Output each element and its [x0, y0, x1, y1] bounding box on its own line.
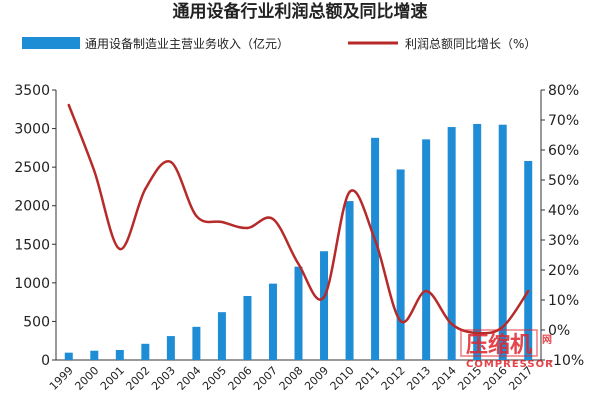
x-tick-label-2009: 2009 — [302, 364, 331, 393]
bar-2008 — [294, 266, 303, 360]
line-point-2003 — [169, 160, 173, 164]
legend-label-revenue: 通用设备制造业主营业务收入（亿元） — [85, 36, 289, 51]
line-point-2016 — [501, 325, 504, 329]
right-tick-label: 70% — [548, 113, 579, 129]
left-tick-label: 1500 — [14, 237, 50, 253]
bar-2005 — [217, 312, 226, 360]
left-tick-label: 0 — [41, 353, 50, 369]
x-tick-label-2004: 2004 — [175, 364, 204, 393]
bar-2003 — [166, 336, 175, 360]
x-tick-label-2012: 2012 — [379, 364, 408, 393]
bars — [64, 123, 533, 361]
x-tick-label-2003: 2003 — [149, 364, 178, 393]
line-point-2005 — [220, 220, 224, 224]
x-tick-label-2007: 2007 — [251, 364, 280, 393]
x-tick-label-2005: 2005 — [200, 364, 229, 393]
x-tick-label-2010: 2010 — [328, 364, 357, 393]
x-tick-label-2011: 2011 — [353, 364, 382, 393]
bar-2010 — [345, 201, 354, 360]
bar-2001 — [115, 349, 124, 360]
bar-2000 — [90, 350, 99, 360]
bar-2002 — [141, 343, 150, 360]
bar-2004 — [192, 326, 201, 360]
line-point-1999 — [67, 103, 70, 107]
left-axis-ticks: 0 500 1000 1500 2000 2500 3000 3500 — [14, 83, 56, 369]
left-tick-label: 3500 — [14, 83, 50, 99]
line-point-2015 — [475, 331, 479, 335]
line-point-2004 — [195, 214, 198, 218]
bar-2016 — [498, 124, 507, 361]
bar-2012 — [396, 169, 405, 360]
right-tick-label: 30% — [548, 233, 579, 249]
left-tick-label: 2500 — [14, 160, 50, 176]
right-tick-label: 40% — [548, 203, 579, 219]
x-tick-label-2013: 2013 — [404, 364, 433, 393]
x-tick-label-2000: 2000 — [72, 364, 101, 393]
line-point-2007 — [271, 217, 275, 221]
bar-2007 — [268, 283, 277, 360]
x-tick-label-2002: 2002 — [123, 364, 152, 393]
right-tick-label: 10% — [548, 293, 579, 309]
left-tick-label: 500 — [23, 314, 50, 330]
line-point-2009 — [322, 295, 326, 299]
line-point-2002 — [144, 187, 147, 191]
legend: 通用设备制造业主营业务收入（亿元） 利润总额同比增长（%） — [22, 36, 536, 51]
bar-2009 — [320, 251, 329, 360]
right-tick-label: -10% — [548, 353, 584, 369]
line-series — [67, 103, 530, 335]
line-point-2017 — [527, 289, 530, 293]
line-point-2014 — [450, 322, 453, 326]
line-point-2012 — [399, 319, 402, 323]
watermark-main-text: 压缩机 — [466, 332, 532, 358]
line-point-2010 — [348, 190, 351, 194]
watermark-sub-text: COMPRESSOR — [466, 359, 554, 370]
x-tick-label-2006: 2006 — [226, 364, 255, 393]
right-tick-label: 80% — [548, 83, 579, 99]
right-tick-label: 60% — [548, 143, 579, 159]
line-point-2011 — [373, 238, 377, 242]
right-tick-label: 50% — [548, 173, 579, 189]
bar-2006 — [243, 295, 252, 360]
x-tick-label-2001: 2001 — [98, 364, 127, 393]
watermark-logo: 压缩机 COMPRESSOR 网 — [460, 329, 554, 370]
right-tick-label: 20% — [548, 263, 579, 279]
bar-2011 — [371, 137, 380, 360]
x-tick-label-2008: 2008 — [277, 364, 306, 393]
legend-label-profit-growth: 利润总额同比增长（%） — [405, 37, 536, 51]
line-point-2008 — [297, 262, 300, 266]
line-point-2001 — [118, 247, 122, 251]
left-tick-label: 3000 — [14, 122, 50, 138]
legend-swatch-revenue — [22, 37, 80, 49]
x-tick-label-1999: 1999 — [47, 364, 76, 393]
line-point-2000 — [93, 169, 96, 173]
right-tick-label: 0% — [548, 323, 570, 339]
line-point-2006 — [246, 226, 249, 230]
right-axis-ticks: -10% 0% 10% 20% 30% 40% 50% 60% 70% 80% — [541, 83, 584, 369]
watermark-side-text: 网 — [542, 334, 553, 346]
bar-2014 — [447, 127, 456, 360]
x-tick-label-2014: 2014 — [430, 364, 459, 393]
bar-2013 — [422, 139, 431, 360]
bar-2017 — [524, 160, 533, 360]
x-axis-ticks: 1999200020012002200320042005200620072008… — [47, 364, 535, 393]
chart-title: 通用设备行业利润总额及同比增速 — [173, 1, 428, 22]
bar-2015 — [473, 123, 482, 360]
watermark-box — [460, 329, 538, 357]
left-tick-label: 1000 — [14, 276, 50, 292]
left-tick-label: 2000 — [14, 199, 50, 215]
bar-1999 — [64, 352, 73, 360]
line-point-2013 — [424, 289, 428, 293]
